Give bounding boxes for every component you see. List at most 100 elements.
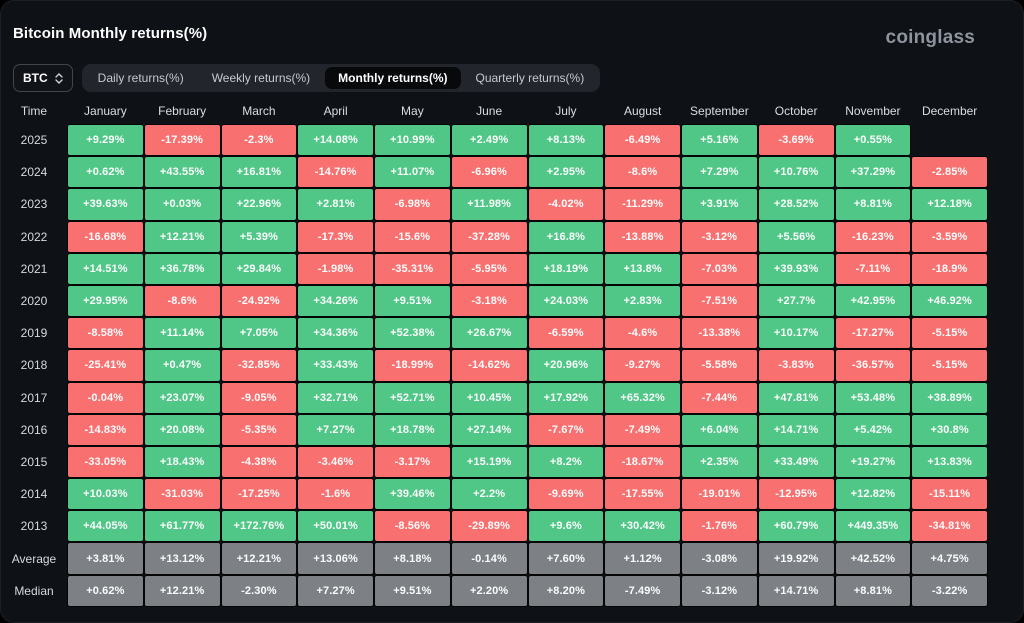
return-cell: +9.29% <box>67 124 144 157</box>
return-cell: +10.99% <box>374 124 451 157</box>
return-cell: -7.44% <box>681 381 758 414</box>
return-cell: -17.55% <box>604 478 681 511</box>
return-cell: +19.92% <box>757 542 835 575</box>
return-cell: +5.39% <box>220 220 298 253</box>
return-cell: +28.52% <box>757 188 835 221</box>
return-cell: -18.9% <box>911 252 988 285</box>
return-cell: -8.56% <box>374 510 451 543</box>
return-cell: -6.49% <box>604 124 681 157</box>
updown-chevron-icon <box>54 72 63 84</box>
return-cell: +61.77% <box>143 510 221 543</box>
return-cell: +50.01% <box>297 510 374 543</box>
return-cell: -3.22% <box>911 574 988 607</box>
return-cell: +2.95% <box>527 156 605 189</box>
return-cell: -14.76% <box>297 156 374 189</box>
row-label: 2020 <box>20 294 48 309</box>
return-cell: +2.2% <box>450 478 528 511</box>
return-cell: +2.20% <box>450 574 528 607</box>
return-cell: +1.12% <box>604 542 681 575</box>
tab-quarterly-returns[interactable]: Quarterly returns(%) <box>475 71 585 85</box>
return-cell: +34.26% <box>297 284 374 318</box>
return-cell: +14.08% <box>297 124 374 157</box>
month-column-header: October <box>774 103 818 118</box>
month-column-header: June <box>476 103 503 118</box>
return-cell: -4.6% <box>604 317 681 350</box>
return-cell: +65.32% <box>604 381 681 414</box>
return-cell: +9.51% <box>374 574 451 607</box>
tab-daily-returns[interactable]: Daily returns(%) <box>97 71 184 85</box>
return-cell: +33.49% <box>757 445 835 479</box>
return-cell: -6.59% <box>527 317 605 350</box>
return-cell: +0.55% <box>834 124 912 157</box>
return-cell: +29.84% <box>220 252 298 285</box>
return-cell: -36.57% <box>834 349 912 382</box>
tab-monthly-returns[interactable]: Monthly returns(%) <box>325 67 461 89</box>
return-cell: +23.07% <box>143 381 221 414</box>
return-cell: +7.60% <box>527 542 605 575</box>
return-cell: -37.28% <box>450 220 528 253</box>
return-cell: -3.18% <box>450 284 528 318</box>
return-cell: +449.35% <box>834 510 912 543</box>
return-cell: +18.78% <box>374 413 451 446</box>
return-cell: -15.11% <box>911 478 988 511</box>
return-cell: +2.83% <box>604 284 681 318</box>
return-cell: -32.85% <box>220 349 298 382</box>
return-cell: +5.16% <box>681 124 758 157</box>
month-column-header: January <box>84 103 127 118</box>
return-cell: -5.15% <box>911 317 988 350</box>
return-cell: -3.08% <box>681 542 758 575</box>
return-cell: +3.91% <box>681 188 758 221</box>
return-cell: +7.29% <box>681 156 758 189</box>
return-cell: -7.51% <box>681 284 758 318</box>
return-cell: +24.03% <box>527 284 605 318</box>
return-cell: -1.6% <box>297 478 374 511</box>
return-cell: +33.43% <box>297 349 374 382</box>
return-cell: +37.29% <box>834 156 912 189</box>
return-cell: +39.93% <box>757 252 835 285</box>
returns-table: Time January February March April May June July… <box>1 97 988 607</box>
return-cell: -7.49% <box>604 413 681 446</box>
return-cell: +8.2% <box>527 445 605 479</box>
return-cell: -2.30% <box>220 574 298 607</box>
return-cell: +44.05% <box>67 510 144 543</box>
return-cell: +10.17% <box>757 317 835 350</box>
return-cell: -2.85% <box>911 156 988 189</box>
return-cell: +8.18% <box>374 542 451 575</box>
return-cell: -5.35% <box>220 413 298 446</box>
return-cell: -18.67% <box>604 445 681 479</box>
return-cell: -17.39% <box>143 124 221 157</box>
return-cell: +18.19% <box>527 252 605 285</box>
return-cell: +52.38% <box>374 317 451 350</box>
return-cell: +12.21% <box>143 220 221 253</box>
controls-bar: BTC Daily returns(%) Weekly returns(%) M… <box>13 64 601 92</box>
return-cell: +6.04% <box>681 413 758 446</box>
return-cell: +11.07% <box>374 156 451 189</box>
return-cell: -16.23% <box>834 220 912 253</box>
return-cell: +39.63% <box>67 188 144 221</box>
return-cell: +10.76% <box>757 156 835 189</box>
row-label: 2017 <box>20 390 48 405</box>
return-cell: -8.6% <box>143 284 221 318</box>
return-cell: +42.95% <box>834 284 912 318</box>
return-cell: +18.43% <box>143 445 221 479</box>
return-cell: -7.67% <box>527 413 605 446</box>
return-cell: -3.46% <box>297 445 374 479</box>
tab-weekly-returns[interactable]: Weekly returns(%) <box>211 71 311 85</box>
row-label: 2022 <box>20 229 48 244</box>
return-cell: +9.6% <box>527 510 605 543</box>
row-label: 2013 <box>20 519 48 534</box>
return-cell: -12.95% <box>757 478 835 511</box>
return-cell: -0.04% <box>67 381 144 414</box>
return-cell: +5.42% <box>834 413 912 446</box>
month-column-header: April <box>323 103 348 118</box>
return-cell: +12.18% <box>911 188 988 221</box>
time-column-header: Time <box>20 103 48 118</box>
return-cell: -18.99% <box>374 349 451 382</box>
return-cell: -8.6% <box>604 156 681 189</box>
symbol-select[interactable]: BTC <box>13 64 73 92</box>
return-cell: -3.12% <box>681 220 758 253</box>
return-cell: +13.12% <box>143 542 221 575</box>
return-cell: -16.68% <box>67 220 144 253</box>
return-cell: +0.62% <box>67 156 144 189</box>
return-cell: +12.21% <box>220 542 298 575</box>
